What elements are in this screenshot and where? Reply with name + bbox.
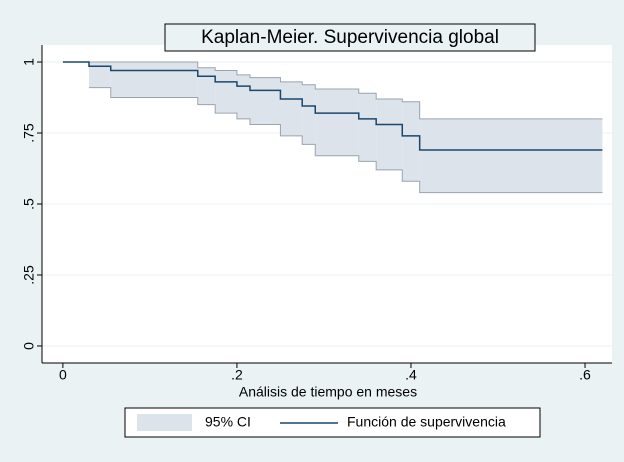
y-tick-label: .5 xyxy=(21,198,37,210)
ci-lower-line xyxy=(88,87,603,194)
title-box xyxy=(164,23,536,52)
ci-band xyxy=(280,81,303,136)
y-tick-label: 0 xyxy=(21,342,37,350)
ci-band xyxy=(236,74,250,119)
legend-label: 95% CI xyxy=(205,414,251,430)
survival-line xyxy=(62,61,603,151)
ci-band xyxy=(419,118,603,193)
legend-swatch xyxy=(137,414,192,431)
ci-band xyxy=(358,93,377,162)
ci-band xyxy=(110,62,198,98)
ci-band xyxy=(215,70,237,114)
y-tick-label: 1 xyxy=(21,58,37,66)
ci-band xyxy=(302,84,316,145)
chart-title: Kaplan-Meier. Supervivencia global xyxy=(201,27,499,48)
x-tick-label: .2 xyxy=(231,367,243,383)
ci-band xyxy=(197,67,216,105)
y-tick-label: .25 xyxy=(21,265,37,285)
y-tick-label: .75 xyxy=(21,123,37,143)
ci-band xyxy=(315,89,359,156)
x-tick-label: .6 xyxy=(579,367,591,383)
ci-band xyxy=(376,98,403,170)
x-axis-title: Análisis de tiempo en meses xyxy=(239,384,417,400)
legend-label: Función de supervivencia xyxy=(347,414,506,430)
ci-band xyxy=(402,101,420,182)
x-tick-label: .4 xyxy=(405,367,417,383)
x-tick-label: 0 xyxy=(59,367,67,383)
ci-upper-line xyxy=(88,61,603,120)
ci-band xyxy=(88,62,111,88)
ci-band xyxy=(249,77,281,125)
